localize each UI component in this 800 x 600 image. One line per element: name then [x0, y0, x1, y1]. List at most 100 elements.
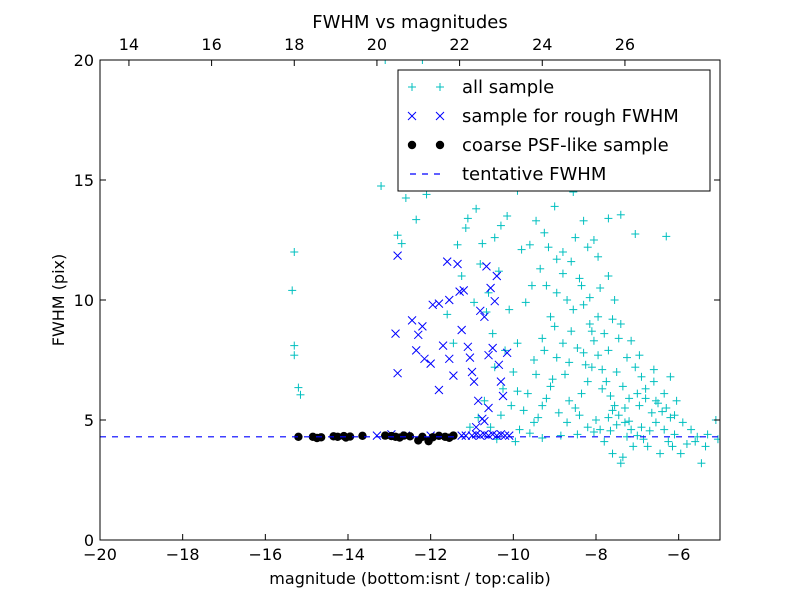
all-sample-point-188 — [575, 411, 584, 420]
all-sample-point-69 — [614, 411, 623, 420]
all-sample-point-91 — [592, 416, 600, 424]
y-tick-label: 0 — [84, 531, 94, 550]
all-sample-point-79 — [676, 449, 685, 458]
rough-sample-point-20-b — [473, 396, 483, 406]
rough-sample-point-40 — [457, 325, 467, 335]
all-sample-point-1 — [288, 286, 297, 295]
top-tick-label: 24 — [532, 35, 552, 54]
top-tick-label: 22 — [449, 35, 469, 54]
all-sample-point-179 — [647, 408, 656, 417]
all-sample-point-86 — [554, 408, 563, 417]
all-sample-point-185 — [538, 401, 547, 410]
top-tick-label: 20 — [367, 35, 387, 54]
rough-sample-point-27-b — [490, 296, 500, 306]
all-sample-point-195 — [662, 404, 671, 412]
all-sample-point-11 — [422, 190, 431, 199]
rough-sample-point-35 — [484, 350, 493, 360]
all-sample-point-129 — [563, 296, 572, 304]
all-sample-point-0 — [290, 248, 299, 256]
all-sample-point-120 — [596, 284, 605, 292]
rough-sample-point-16-b — [463, 342, 473, 352]
all-sample-point-46 — [507, 401, 516, 410]
all-sample-point-89 — [577, 389, 586, 398]
x-tick-label: −8 — [584, 545, 608, 564]
rough-sample-point-10 — [444, 354, 454, 364]
all-sample-point-156 — [635, 351, 644, 360]
all-sample-point-170 — [542, 281, 551, 290]
rough-sample-point-31-b — [494, 360, 504, 370]
rough-sample-point-3-b — [407, 316, 417, 325]
rough-sample-point-0-b — [393, 251, 402, 260]
all-sample-point-82 — [697, 459, 706, 468]
y-tick-label: 20 — [74, 51, 94, 70]
all-sample-point-76 — [658, 407, 667, 416]
legend-items: all sample sample for rough FWHM coarse PS… — [407, 77, 679, 185]
all-sample-point-150 — [668, 442, 677, 451]
all-sample-point-136 — [490, 363, 499, 372]
rough-sample-point-24-b — [475, 306, 485, 316]
all-sample-point-2 — [290, 341, 299, 350]
legend-box — [397, 69, 711, 192]
axes-layer: −20 −18 −16 −14 −12 −10 −8 −6 14 16 18 20 22 24 26 0 5 10… — [74, 35, 720, 564]
psf-sample-point-0 — [294, 432, 303, 441]
rough-sample-point-55-b — [457, 431, 467, 440]
series-psf-sample — [294, 431, 458, 446]
all-sample-point-106 — [573, 344, 582, 352]
rough-sample-point-3 — [407, 316, 417, 325]
all-sample-point-159 — [610, 296, 619, 304]
rough-sample-point-17 — [465, 353, 475, 362]
all-sample-point-132 — [532, 370, 541, 379]
chart-title: FWHM vs magnitudes — [312, 12, 507, 33]
rough-sample-point-19 — [469, 377, 479, 386]
all-sample-point-139 — [465, 423, 474, 432]
all-sample-point-176 — [612, 420, 621, 429]
series-layer — [100, 60, 720, 468]
all-sample-point-88 — [571, 404, 580, 412]
all-sample-point-168 — [443, 310, 452, 319]
rough-sample-point-10-b — [444, 354, 454, 364]
all-sample-point-167 — [461, 224, 470, 232]
top-tick-label: 16 — [201, 35, 221, 54]
rough-sample-point-25-b — [480, 312, 489, 322]
rough-sample-point-38-b — [420, 354, 429, 364]
all-sample-point-57 — [552, 288, 561, 297]
legend-swatch — [435, 111, 445, 121]
series-clip-group — [100, 60, 720, 468]
rough-sample-point-31 — [494, 360, 504, 370]
x-axis-label: magnitude (bottom:isnt / top:calib) — [269, 569, 550, 588]
rough-sample-point-11-b — [449, 371, 458, 380]
rough-sample-point-29 — [492, 271, 502, 281]
legend-label: all sample — [462, 77, 554, 98]
all-sample-point-75 — [651, 418, 660, 427]
legend-item: tentative FWHM — [410, 164, 606, 185]
rough-sample-point-36-b — [434, 385, 444, 395]
legend-label: sample for rough FWHM — [462, 106, 679, 127]
rough-sample-point-53 — [372, 431, 382, 440]
rough-sample-point-53-b — [372, 431, 382, 440]
psf-sample-point-21 — [449, 431, 458, 440]
rough-sample-point-11 — [449, 371, 458, 380]
all-sample-point-70 — [620, 418, 629, 427]
all-sample-point-177 — [625, 417, 634, 426]
all-sample-point-55 — [538, 334, 547, 343]
psf-sample-point-5 — [333, 432, 342, 441]
top-tick-label: 26 — [615, 35, 635, 54]
all-sample-point-81 — [693, 432, 702, 441]
all-sample-point-192 — [633, 389, 642, 398]
all-sample-point-26 — [540, 228, 549, 237]
rough-sample-point-30 — [488, 343, 498, 353]
all-sample-point-181 — [678, 418, 687, 427]
all-sample-point-27 — [550, 202, 559, 211]
rough-sample-point-56 — [461, 431, 471, 440]
rough-sample-point-30-b — [488, 343, 498, 353]
all-sample-point-110 — [600, 329, 609, 338]
rough-sample-point-1-b — [393, 368, 402, 378]
rough-sample-point-33 — [502, 348, 512, 358]
all-sample-point-92 — [596, 425, 605, 434]
all-sample-point-68 — [610, 401, 619, 410]
all-sample-point-60 — [575, 274, 584, 283]
all-sample-point-42 — [488, 329, 497, 338]
psf-sample-point-9 — [381, 431, 390, 440]
all-sample-point-93 — [600, 437, 609, 446]
rough-sample-point-28-b — [482, 262, 491, 271]
